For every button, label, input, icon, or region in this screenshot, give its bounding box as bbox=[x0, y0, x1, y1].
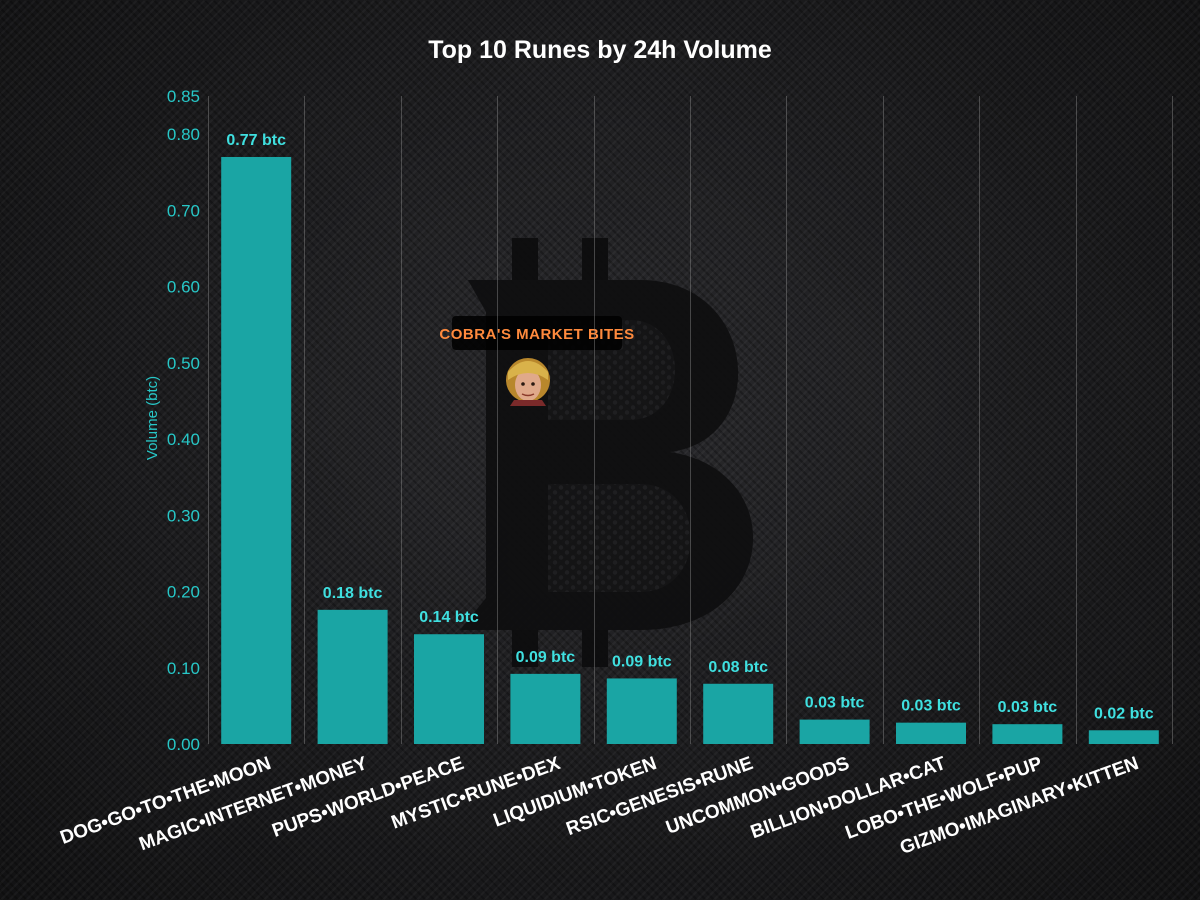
data-label: 0.02 btc bbox=[1094, 705, 1154, 722]
bar bbox=[799, 719, 870, 744]
x-tick-label: MYSTIC•RUNE•DEX bbox=[389, 753, 564, 834]
data-label: 0.09 btc bbox=[612, 653, 672, 670]
data-labels: 0.77 btc 0.18 btc 0.14 btc 0.09 btc 0.09 btc… bbox=[226, 132, 1153, 722]
y-tick-label: 0.60 bbox=[167, 278, 200, 297]
y-axis: 0.00 0.10 0.20 0.30 0.40 0.50 0.60 0.70 0.80 0.85 bbox=[167, 87, 200, 754]
bar bbox=[510, 673, 581, 744]
y-tick-label: 0.80 bbox=[167, 125, 200, 144]
bar bbox=[992, 724, 1063, 744]
data-label: 0.03 btc bbox=[998, 699, 1058, 716]
data-label: 0.09 btc bbox=[516, 649, 576, 666]
y-tick-label: 0.70 bbox=[167, 201, 200, 220]
data-label: 0.18 btc bbox=[323, 585, 383, 602]
gridlines bbox=[208, 96, 1173, 744]
bar bbox=[317, 609, 388, 744]
data-label: 0.08 btc bbox=[708, 659, 768, 676]
data-label: 0.14 btc bbox=[419, 609, 479, 626]
bar bbox=[703, 683, 774, 744]
y-tick-label: 0.00 bbox=[167, 735, 200, 754]
bars bbox=[221, 156, 1159, 745]
data-label: 0.03 btc bbox=[901, 698, 961, 715]
bar bbox=[896, 722, 966, 744]
data-label: 0.77 btc bbox=[226, 132, 286, 149]
bar bbox=[221, 156, 292, 745]
data-label: 0.03 btc bbox=[805, 695, 865, 712]
watermark-badge: COBRA'S MARKET BITES bbox=[439, 316, 634, 406]
bar bbox=[414, 634, 484, 744]
avatar-icon bbox=[506, 358, 550, 406]
y-tick-label: 0.50 bbox=[167, 354, 200, 373]
y-axis-label: Volume (btc) bbox=[144, 376, 161, 460]
chart-title: Top 10 Runes by 24h Volume bbox=[428, 36, 772, 64]
watermark-text: COBRA'S MARKET BITES bbox=[439, 326, 634, 343]
y-tick-label: 0.30 bbox=[167, 506, 200, 525]
bitcoin-logo-icon bbox=[460, 238, 754, 667]
y-tick-label: 0.20 bbox=[167, 583, 200, 602]
y-tick-label: 0.40 bbox=[167, 430, 200, 449]
bar bbox=[606, 678, 677, 744]
x-axis: DOG•GO•TO•THE•MOONMAGIC•INTERNET•MONEYPU… bbox=[58, 753, 1142, 859]
y-tick-label: 0.10 bbox=[167, 659, 200, 678]
bar bbox=[1088, 730, 1159, 744]
y-tick-label: 0.85 bbox=[167, 87, 200, 106]
